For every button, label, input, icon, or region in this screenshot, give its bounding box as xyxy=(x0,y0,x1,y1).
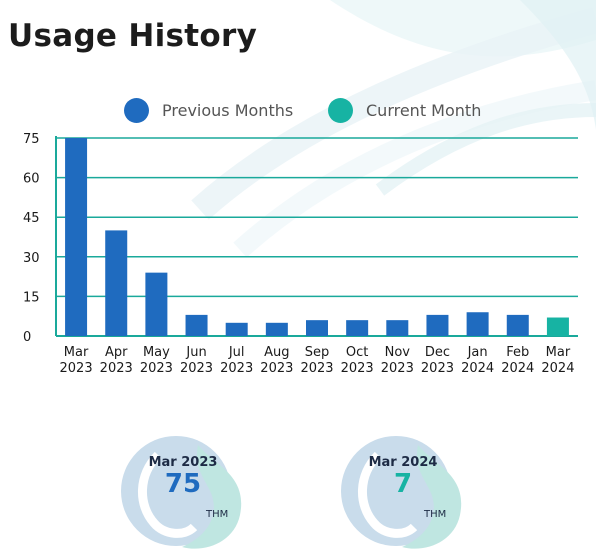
bar-mar-2023 xyxy=(65,138,88,336)
x-tick-label-month: Mar xyxy=(546,345,571,360)
bar-feb-2024 xyxy=(506,314,529,336)
x-tick-label-year: 2023 xyxy=(381,361,414,376)
legend-swatch-previous xyxy=(124,97,149,123)
x-tick-label-month: Nov xyxy=(385,345,411,360)
x-tick-label-month: Sep xyxy=(305,345,330,360)
chart-legend: Previous Months Current Month xyxy=(0,96,596,124)
flame-drop-icon xyxy=(341,436,462,549)
x-tick-label-month: Feb xyxy=(506,345,529,360)
summary-first-month: Mar 2023 75 THM xyxy=(118,425,248,555)
summary-date-label: Mar 2024 xyxy=(368,455,438,470)
x-tick-label-year: 2024 xyxy=(541,361,574,376)
x-tick-label-year: 2023 xyxy=(220,361,253,376)
y-tick-label: 30 xyxy=(23,251,40,266)
x-tick-label-month: Oct xyxy=(346,345,368,360)
bar-apr-2023 xyxy=(105,230,128,336)
y-tick-label: 60 xyxy=(23,172,40,187)
x-tick-label-month: Jun xyxy=(185,345,206,360)
x-tick-label-year: 2023 xyxy=(421,361,454,376)
legend-label-previous: Previous Months xyxy=(162,100,294,120)
x-tick-label-year: 2023 xyxy=(60,361,93,376)
x-tick-label-month: Apr xyxy=(105,345,128,360)
y-tick-label: 75 xyxy=(23,132,40,147)
x-tick-label-month: Mar xyxy=(64,345,89,360)
x-tick-label-month: Jul xyxy=(228,345,245,360)
x-tick-label-year: 2023 xyxy=(341,361,374,376)
bar-jan-2024 xyxy=(466,312,489,336)
bar-dec-2023 xyxy=(426,314,449,336)
legend-item-current-month: Current Month xyxy=(328,96,481,124)
bar-jun-2023 xyxy=(185,314,208,336)
legend-item-previous-months: Previous Months xyxy=(124,96,293,124)
usage-bar-chart: 01530456075Mar2023Apr2023May2023Jun2023J… xyxy=(23,132,578,376)
summary-unit-label: THM xyxy=(206,509,229,520)
bar-jul-2023 xyxy=(225,322,248,336)
x-tick-label-year: 2023 xyxy=(260,361,293,376)
bar-nov-2023 xyxy=(386,320,409,336)
bar-mar-2024 xyxy=(546,317,569,336)
x-tick-label-year: 2024 xyxy=(501,361,534,376)
y-tick-label: 45 xyxy=(23,211,40,226)
summary-date-label: Mar 2023 xyxy=(148,455,218,470)
x-tick-label-year: 2023 xyxy=(180,361,213,376)
flame-drop-icon xyxy=(121,436,242,549)
summary-current-month: Mar 2024 7 THM xyxy=(338,425,468,555)
x-tick-label-month: Aug xyxy=(264,345,289,360)
x-tick-label-year: 2023 xyxy=(100,361,133,376)
x-tick-label-year: 2023 xyxy=(140,361,173,376)
x-tick-label-year: 2023 xyxy=(300,361,333,376)
y-tick-label: 15 xyxy=(23,290,40,305)
page-title: Usage History xyxy=(8,18,258,54)
x-tick-label-month: May xyxy=(143,345,170,360)
x-tick-label-month: Jan xyxy=(467,345,488,360)
x-tick-label-month: Dec xyxy=(425,345,450,360)
bar-sep-2023 xyxy=(306,320,328,336)
summary-usage-value: 7 xyxy=(393,469,413,499)
bar-aug-2023 xyxy=(265,322,288,336)
x-tick-label-year: 2024 xyxy=(461,361,494,376)
bar-may-2023 xyxy=(145,272,168,336)
legend-label-current: Current Month xyxy=(366,100,482,120)
legend-swatch-current xyxy=(328,97,353,123)
summary-unit-label: THM xyxy=(424,509,447,520)
bar-oct-2023 xyxy=(346,320,369,336)
y-tick-label: 0 xyxy=(23,330,31,345)
summary-usage-value: 75 xyxy=(164,469,202,499)
